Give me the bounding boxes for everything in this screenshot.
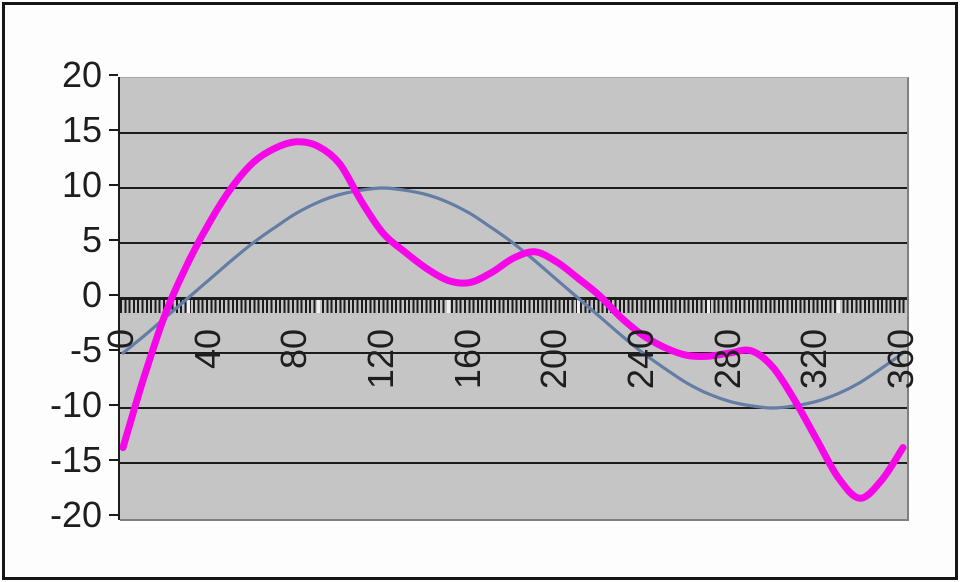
series-line-thick-magenta-curve	[119, 138, 907, 502]
x-axis-minor-tick-gap-330	[837, 300, 840, 313]
y-tick-label--10: -10	[49, 384, 102, 425]
y-axis-tick-0	[109, 294, 118, 296]
y-axis-tick-20	[109, 74, 118, 76]
y-axis-tick--15	[109, 459, 118, 461]
series-line-thin-blue-sine	[121, 186, 905, 410]
x-tick-label-120: 120	[360, 329, 401, 390]
y-axis-tick--10	[109, 404, 118, 406]
x-tick-label-160: 160	[446, 329, 488, 390]
x-axis-minor-tick-gap-30	[187, 300, 190, 313]
y-tick-label-0: 0	[81, 274, 102, 315]
x-tick-label-80: 80	[273, 329, 315, 370]
x-tick-label-320: 320	[793, 329, 835, 390]
y-axis-tick--20	[109, 514, 118, 516]
gridline--10	[120, 407, 907, 409]
y-tick-label-5: 5	[81, 219, 102, 260]
x-tick-label-280: 280	[706, 329, 748, 390]
y-tick-label-20: 20	[61, 54, 102, 95]
x-tick-label-0: 0	[100, 329, 141, 350]
y-axis-line	[118, 77, 120, 520]
x-tick-label-240: 240	[620, 329, 661, 390]
y-tick-label--5: -5	[69, 329, 102, 370]
y-axis-tick-10	[109, 184, 118, 186]
x-tick-label-360: 360	[880, 329, 921, 390]
gridline--5	[120, 352, 907, 354]
x-axis-minor-tick-gap-210	[577, 300, 580, 313]
x-axis-minor-ticks	[120, 300, 907, 313]
y-axis-tick-15	[109, 129, 118, 131]
y-axis-tick--5	[109, 349, 118, 351]
y-tick-label--20: -20	[49, 494, 102, 535]
x-axis-line	[120, 297, 907, 300]
x-tick-label-40: 40	[186, 329, 228, 370]
y-tick-label-10: 10	[61, 164, 102, 205]
y-axis-tick-5	[109, 239, 118, 241]
x-tick-label-200: 200	[533, 329, 575, 390]
x-axis-minor-tick-gap-150	[447, 300, 450, 313]
plot-area	[119, 77, 909, 521]
x-axis-minor-tick-gap-90	[317, 300, 320, 313]
y-tick-label-15: 15	[61, 109, 102, 150]
gridline--15	[120, 462, 907, 464]
gridline-15	[120, 132, 907, 134]
x-axis-minor-tick-gap-270	[707, 300, 710, 313]
y-tick-label--15: -15	[49, 439, 102, 480]
gridline-10	[120, 187, 907, 189]
series-plot-svg	[119, 138, 907, 502]
